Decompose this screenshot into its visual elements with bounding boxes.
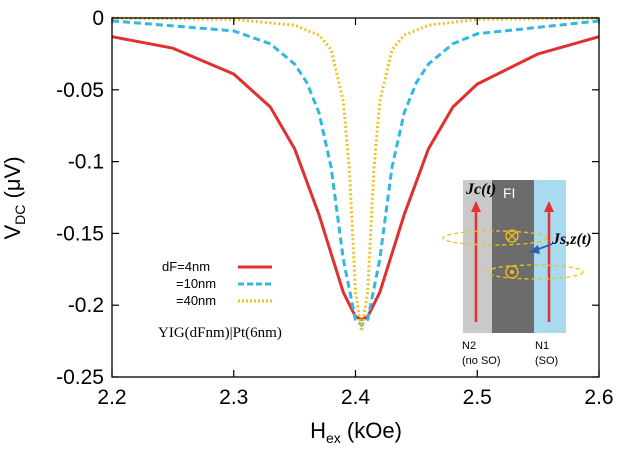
inset-into-page-cross-b [507, 231, 517, 241]
series-group [111, 16, 600, 333]
series-line-0 [111, 35, 600, 322]
y-axis-title-main: V [0, 225, 25, 240]
y-axis-title-unit: (μV) [0, 156, 25, 204]
y-tick-label-2: -0.1 [68, 151, 104, 174]
ticks-group: 2.2 2.3 2.4 2.5 2.6 0 -0.05 -0.1 -0.15 -0.2 -0.25 [56, 7, 613, 409]
legend-label-2: =40nm [176, 293, 216, 308]
x-axis-title-main: H [310, 418, 326, 443]
legend-label-1: =10nm [176, 276, 216, 291]
inset-out-of-page-symbol [505, 265, 519, 279]
x-tick-label-4: 2.6 [584, 386, 613, 409]
inset-jc-arrowhead [471, 201, 481, 212]
inset-precession-ellipse-lower [486, 264, 584, 280]
x-tick-label-0: 2.2 [97, 386, 126, 409]
inset-n2-note: (no SO) [462, 355, 501, 367]
x-axis-title-sub: ex [326, 430, 341, 446]
y-tick-label-0: 0 [92, 7, 104, 30]
inset-fi-label: FI [503, 185, 515, 201]
y-tick-label-4: -0.2 [68, 294, 104, 317]
legend: dF=4nm =10nm =40nm [162, 259, 272, 308]
x-tick-label-2: 2.4 [341, 386, 371, 409]
inset-n2-layer [463, 180, 492, 333]
inset-n1-arrowhead [544, 201, 554, 212]
inset-n2-label: N2 [462, 340, 476, 352]
inset-into-page-symbol [505, 229, 519, 243]
inset-out-of-page-dot [510, 270, 514, 274]
x-tick-label-3: 2.5 [463, 386, 492, 409]
series-line-1 [111, 19, 600, 327]
x-axis-title: Hex (kOe) [310, 418, 402, 446]
inset-jc-label: Jc(t) [465, 181, 496, 198]
x-tick-label-1: 2.3 [219, 386, 248, 409]
x-axis-title-unit: (kOe) [341, 418, 402, 443]
inset-schematic: FI Jc(t) Js,z(t) N2 (no SO) N1 (SO) [442, 180, 592, 367]
y-tick-label-1: -0.05 [56, 79, 104, 102]
inset-n1-note: (SO) [535, 355, 558, 367]
legend-label-0: dF=4nm [162, 259, 210, 274]
y-axis-title: VDC (μV) [0, 156, 28, 239]
inset-n1-label: N1 [535, 340, 549, 352]
y-tick-label-3: -0.15 [56, 222, 104, 245]
y-axis-title-sub: DC [12, 205, 28, 225]
inset-js-label: Js,z(t) [551, 231, 592, 248]
stack-annotation: YIG(dFnm)|Pt(6nm) [158, 325, 282, 341]
inset-js-arrowhead [529, 245, 540, 254]
y-tick-label-5: -0.25 [56, 366, 104, 389]
inset-precession-ellipse-upper [442, 230, 548, 246]
inset-fi-layer [492, 180, 534, 333]
